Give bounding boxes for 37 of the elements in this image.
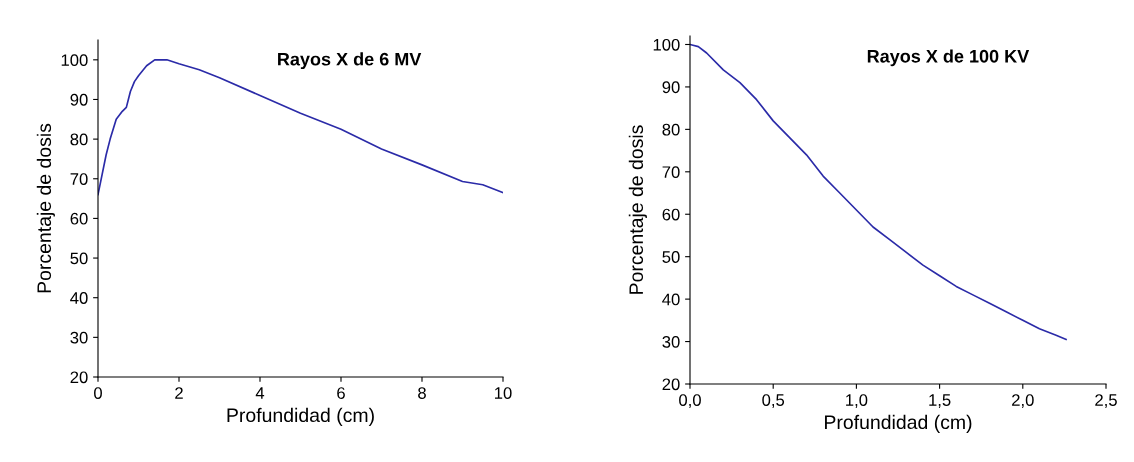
x-tick-label: 4 <box>255 387 265 399</box>
y-tick-label: 30 <box>662 335 680 348</box>
y-tick-label: 80 <box>662 123 680 136</box>
x-tick-label: 2 <box>175 387 183 399</box>
x-tick-label: 1,0 <box>846 394 868 408</box>
x-tick-label: 0 <box>94 387 102 399</box>
x-tick-label: 6 <box>337 387 345 399</box>
y-tick-label: 60 <box>662 208 680 221</box>
y-tick-label: 50 <box>662 251 680 263</box>
text: Rayos X de 6 MV <box>278 52 422 70</box>
x-tick-label: 0,0 <box>679 394 701 408</box>
y-tick-label: 40 <box>70 292 88 304</box>
line-series <box>690 43 1067 341</box>
y-tick-label: 70 <box>70 173 88 185</box>
y-tick-label: 100 <box>61 54 88 67</box>
x-tick-label: 2,5 <box>1095 394 1117 408</box>
y-tick-label: 60 <box>70 212 88 225</box>
y-tick-label: 20 <box>70 371 88 384</box>
y-tick-label: 40 <box>662 293 680 306</box>
y-tick-label: 90 <box>70 93 88 106</box>
x-tick-label: 8 <box>418 387 426 399</box>
y-tick-label: 100 <box>653 38 680 51</box>
x-axis-title: Profundidad (cm) <box>825 414 972 433</box>
y-axis-title: Porcentaje de dosis <box>628 125 647 294</box>
x-tick-label: 0,5 <box>762 394 785 408</box>
y-tick-label: 70 <box>662 166 680 179</box>
y-tick-label: 30 <box>70 331 88 344</box>
x-tick-label: 10 <box>495 387 512 399</box>
x-tick-label: 2,0 <box>1012 394 1034 408</box>
y-tick-label: 80 <box>70 133 88 146</box>
y-axis-title: Porcentaje de dosis <box>36 123 55 293</box>
y-tick-label: 50 <box>70 252 88 265</box>
y-tick-label: 90 <box>662 81 680 94</box>
y-tick-label: 20 <box>662 378 680 391</box>
x-axis-title: Profundidad (cm) <box>227 407 374 426</box>
text: Rayos X de 100 KV <box>867 49 1030 67</box>
x-tick-label: 1,5 <box>929 394 951 408</box>
